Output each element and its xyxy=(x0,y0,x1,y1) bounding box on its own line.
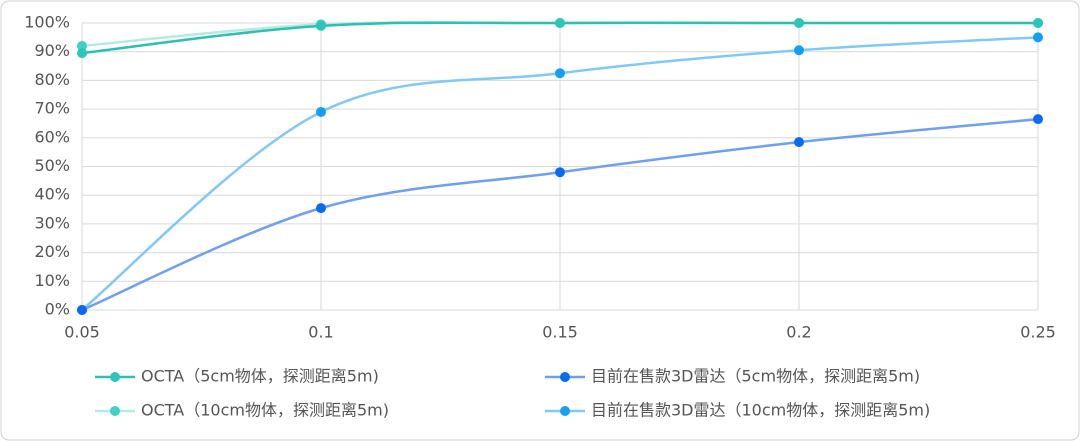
data-point xyxy=(794,18,804,28)
legend-label: OCTA（5cm物体，探测距离5m) xyxy=(141,367,379,386)
legend-marker xyxy=(110,406,120,416)
x-tick-label: 0.05 xyxy=(64,323,100,342)
data-point xyxy=(794,137,804,148)
y-tick-label: 40% xyxy=(34,185,70,204)
data-point xyxy=(555,68,565,79)
y-tick-label: 20% xyxy=(34,242,70,261)
data-point xyxy=(77,305,87,315)
y-tick-label: 0% xyxy=(45,300,70,319)
legend-marker xyxy=(110,372,120,382)
y-tick-label: 80% xyxy=(34,70,70,89)
y-tick-label: 100% xyxy=(24,13,70,32)
legend-marker xyxy=(560,372,570,382)
y-tick-label: 90% xyxy=(34,41,70,60)
x-tick-label: 0.2 xyxy=(786,323,811,342)
y-tick-label: 70% xyxy=(34,99,70,118)
data-point xyxy=(77,48,87,59)
data-point xyxy=(555,167,565,178)
data-point xyxy=(1033,32,1043,43)
x-tick-label: 0.15 xyxy=(542,323,578,342)
legend-label: 目前在售款3D雷达（5cm物体，探测距离5m) xyxy=(591,367,920,386)
legend-label: OCTA（10cm物体，探测距离5m) xyxy=(141,401,389,420)
x-tick-label: 0.25 xyxy=(1020,323,1056,342)
y-tick-label: 10% xyxy=(34,271,70,290)
data-point xyxy=(1033,114,1043,125)
data-point xyxy=(1033,18,1043,28)
data-point xyxy=(77,40,87,51)
data-point xyxy=(316,203,326,214)
y-tick-label: 60% xyxy=(34,127,70,146)
legend-marker xyxy=(560,406,570,416)
data-point xyxy=(316,20,326,31)
y-tick-label: 30% xyxy=(34,213,70,232)
data-point xyxy=(794,45,804,56)
data-point xyxy=(555,18,565,28)
data-point xyxy=(316,106,326,117)
x-tick-label: 0.1 xyxy=(308,323,333,342)
y-tick-label: 50% xyxy=(34,156,70,175)
legend-label: 目前在售款3D雷达（10cm物体，探测距离5m) xyxy=(591,401,930,420)
